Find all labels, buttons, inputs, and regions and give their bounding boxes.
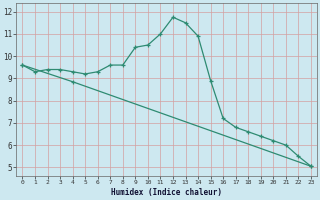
X-axis label: Humidex (Indice chaleur): Humidex (Indice chaleur) [111,188,222,197]
